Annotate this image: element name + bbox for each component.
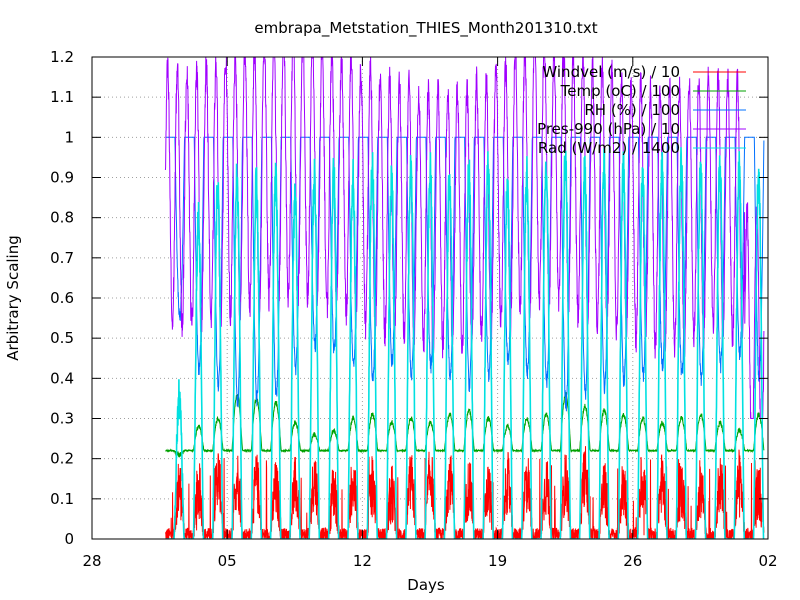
x-tick-label: 05 <box>218 552 237 570</box>
y-axis-label: Arbitrary Scaling <box>4 235 22 361</box>
y-tick-label: 1.1 <box>50 88 74 106</box>
plot-layer <box>164 57 765 539</box>
y-tick-label: 0.3 <box>50 410 74 428</box>
x-axis-label: Days <box>407 576 445 594</box>
y-tick-label: 0.4 <box>50 369 74 387</box>
series-line <box>165 147 765 539</box>
y-tick-label: 0.5 <box>50 329 74 347</box>
y-tick-label: 1 <box>64 128 74 146</box>
x-tick-label: 26 <box>623 552 642 570</box>
x-tick-label: 19 <box>488 552 507 570</box>
x-tick-label: 12 <box>353 552 372 570</box>
legend-label: RH (%) / 100 <box>584 101 680 119</box>
y-tick-label: 0.8 <box>50 209 74 227</box>
y-tick-label: 0.7 <box>50 249 74 267</box>
plot-frame <box>91 56 769 540</box>
y-tick-label: 0.6 <box>50 289 74 307</box>
legend-label: Rad (W/m2) / 1400 <box>538 139 680 157</box>
legend-label: Windvel (m/s) / 10 <box>542 63 680 81</box>
axes-layer: 0 0.1 0.2 0.3 0.4 0.5 0.6 0.7 0.8 0.9 1 1.1 1.2 28 05 1… <box>50 48 777 570</box>
x-tick-label: 02 <box>758 552 777 570</box>
x-tick-label: 28 <box>82 552 101 570</box>
y-tick-label: 0.9 <box>50 169 74 187</box>
y-tick-label: 0.1 <box>50 490 74 508</box>
y-tick-label: 0.2 <box>50 450 74 468</box>
y-tick-label: 1.2 <box>50 48 74 66</box>
chart-title: embrapa_Metstation_THIES_Month201310.txt <box>254 19 597 38</box>
legend-label: Pres-990 (hPa) / 10 <box>537 120 680 138</box>
y-tick-label: 0 <box>64 530 74 548</box>
legend-label: Temp (oC) / 100 <box>560 82 680 100</box>
